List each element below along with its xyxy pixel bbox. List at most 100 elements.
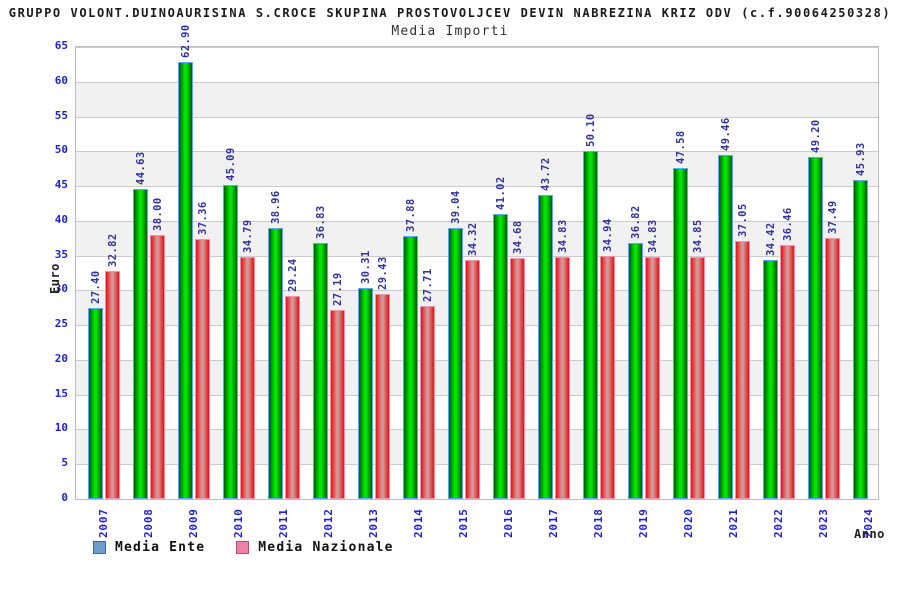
y-tick-label: 65 [54,39,68,52]
x-tick-label-2020: 2020 [682,508,695,538]
x-tick-label-2009: 2009 [187,508,200,538]
bar-media-ente-2024 [853,179,868,499]
bar-value-label: 62.90 [179,23,192,58]
legend-swatch-media-nazionale-icon [236,541,250,554]
bar-media-nazionale-2012 [330,309,345,499]
bar-value-label: 29.43 [376,256,389,291]
bar-media-ente-2008 [133,188,148,499]
bar-media-nazionale-2023 [825,238,840,499]
x-tick-label-2010: 2010 [232,508,245,538]
x-tick-label-2014: 2014 [412,508,425,538]
bar-media-nazionale-2007 [105,270,120,499]
bar-media-nazionale-2009 [195,239,210,499]
bar-value-label: 30.31 [359,250,372,285]
bar-media-nazionale-2015 [465,260,480,499]
plot-band [76,151,878,187]
bar-value-label: 37.88 [404,197,417,232]
legend-swatch-media-ente-icon [93,541,106,554]
bar-value-label: 29.24 [286,258,299,292]
bar-media-ente-2023 [808,156,823,499]
x-tick-label-2008: 2008 [142,508,155,538]
bar-value-label: 27.19 [331,272,344,306]
chart-subtitle: Media Importi [391,24,509,39]
bar-media-nazionale-2018 [600,256,615,499]
bar-media-ente-2022 [763,259,778,499]
y-tick-label: 20 [54,351,68,365]
gridline [76,186,878,188]
bar-media-ente-2012 [313,242,328,499]
x-axis-title: Anno [854,527,885,541]
y-tick-label: 35 [54,247,68,261]
bar-media-ente-2014 [403,235,418,499]
gridline [76,81,878,83]
bar-value-label: 36.46 [781,207,794,242]
y-axis-title: Euro [48,263,62,294]
gridline [76,116,878,118]
legend-label-media-ente: Media Ente [115,540,206,555]
bar-value-label: 32.82 [106,233,119,267]
y-tick-label: 50 [54,143,68,157]
bar-media-nazionale-2011 [285,295,300,499]
bar-media-ente-2018 [583,150,598,499]
bar-value-label: 39.04 [449,189,462,224]
bar-value-label: 27.71 [421,268,434,303]
bar-value-label: 34.42 [764,222,777,256]
plot-band [76,47,878,82]
bar-media-ente-2009 [178,61,193,499]
y-tick-label: 5 [61,456,68,470]
gridline [76,151,878,153]
y-tick-label: 55 [54,108,68,122]
bar-media-nazionale-2013 [375,294,390,499]
y-tick-label: 10 [54,421,68,435]
bar-media-ente-2016 [493,213,508,499]
bar-media-nazionale-2014 [420,306,435,499]
legend-item-media-ente: Media Ente [93,540,205,555]
bar-value-label: 36.82 [629,205,642,239]
bar-media-ente-2013 [358,288,373,499]
y-tick-label: 15 [54,386,68,400]
bar-value-label: 47.58 [674,130,687,165]
y-tick-label: 60 [54,73,68,87]
bar-value-label: 34.83 [646,219,659,253]
bar-media-ente-2007 [88,308,103,499]
bar-value-label: 34.83 [556,219,569,253]
x-tick-label-2013: 2013 [367,508,380,538]
bar-media-nazionale-2017 [555,256,570,499]
y-tick-label: 45 [54,178,68,192]
y-tick-label: 25 [54,317,68,331]
bar-media-ente-2020 [673,168,688,499]
plot-band [76,186,878,221]
bar-value-label: 27.40 [89,270,102,305]
bar-value-label: 37.36 [196,201,209,236]
gridline [76,47,878,48]
bar-value-label: 45.09 [224,147,237,182]
bar-value-label: 34.79 [241,219,254,254]
bar-media-nazionale-2016 [510,257,525,499]
gridline [76,220,878,222]
bar-value-label: 34.68 [511,220,524,254]
bar-media-ente-2017 [538,194,553,499]
bar-value-label: 37.05 [736,203,749,238]
bar-value-label: 34.32 [466,222,479,257]
y-tick-label: 30 [54,282,68,296]
chart-title: GRUPPO VOLONT.DUINOAURISINA S.CROCE SKUP… [8,6,892,20]
bar-media-ente-2011 [268,228,283,499]
bar-value-label: 43.72 [539,157,552,191]
bar-media-ente-2021 [718,155,733,499]
gridline [76,255,878,257]
x-tick-label-2019: 2019 [637,508,650,538]
plot-band [76,116,878,152]
x-tick-label-2007: 2007 [97,508,110,538]
bar-media-nazionale-2010 [240,257,255,499]
legend-item-media-nazionale: Media Nazionale [236,540,393,555]
bar-media-nazionale-2020 [690,256,705,499]
bar-value-label: 49.20 [809,119,822,153]
y-tick-label: 40 [54,212,68,226]
x-tick-label-2011: 2011 [277,508,290,538]
bar-value-label: 45.93 [854,142,867,176]
bar-value-label: 44.63 [134,151,147,185]
bar-media-ente-2019 [628,242,643,499]
bar-value-label: 38.00 [151,197,164,231]
bar-value-label: 34.85 [691,219,704,253]
bar-value-label: 41.02 [494,176,507,210]
